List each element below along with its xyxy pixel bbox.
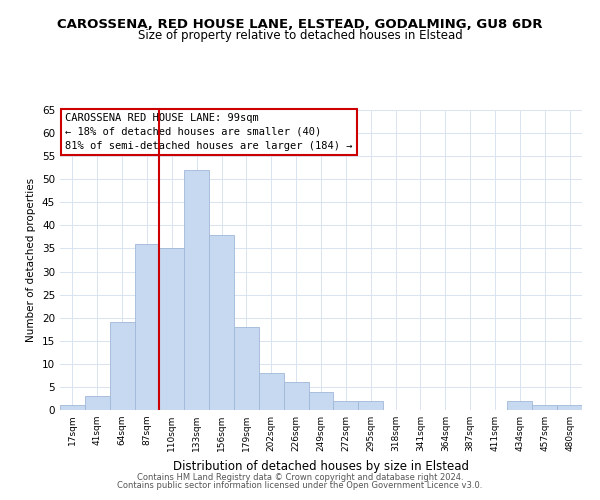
Text: Size of property relative to detached houses in Elstead: Size of property relative to detached ho… [137,29,463,42]
Bar [60,406,85,410]
X-axis label: Distribution of detached houses by size in Elstead: Distribution of detached houses by size … [173,460,469,472]
Y-axis label: Number of detached properties: Number of detached properties [26,178,37,342]
Bar [85,396,110,410]
Bar [110,322,134,410]
Text: CAROSSENA RED HOUSE LANE: 99sqm
← 18% of detached houses are smaller (40)
81% of: CAROSSENA RED HOUSE LANE: 99sqm ← 18% of… [65,113,353,151]
Text: Contains public sector information licensed under the Open Government Licence v3: Contains public sector information licen… [118,482,482,490]
Bar [134,244,160,410]
Bar [234,327,259,410]
Bar [308,392,334,410]
Bar [557,406,582,410]
Text: Contains HM Land Registry data © Crown copyright and database right 2024.: Contains HM Land Registry data © Crown c… [137,472,463,482]
Bar [508,401,532,410]
Bar [358,401,383,410]
Bar [334,401,358,410]
Bar [284,382,308,410]
Bar [184,170,209,410]
Bar [532,406,557,410]
Bar [160,248,184,410]
Text: CAROSSENA, RED HOUSE LANE, ELSTEAD, GODALMING, GU8 6DR: CAROSSENA, RED HOUSE LANE, ELSTEAD, GODA… [57,18,543,30]
Bar [209,234,234,410]
Bar [259,373,284,410]
